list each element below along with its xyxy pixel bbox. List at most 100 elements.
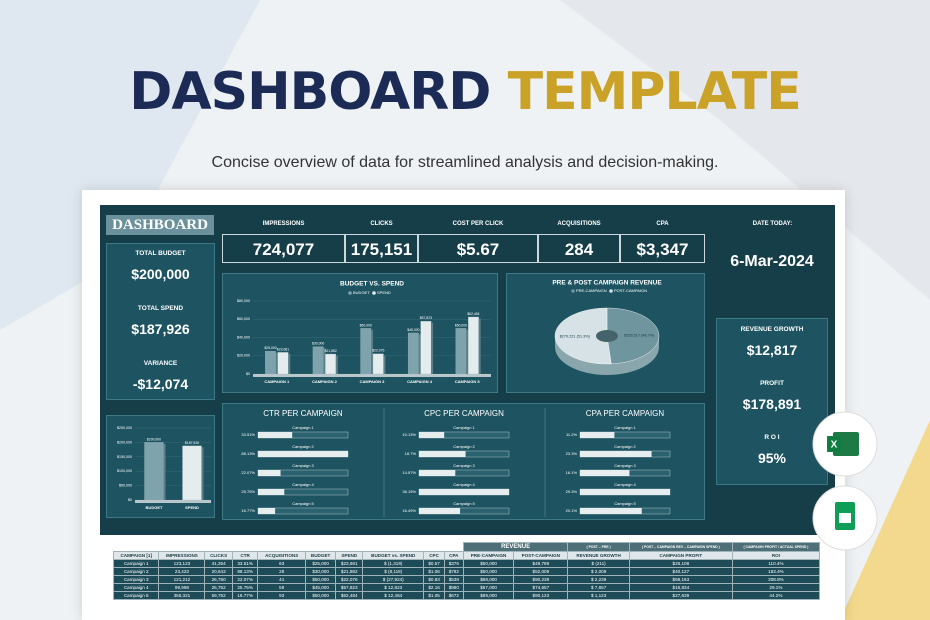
value-label: 20.1% <box>566 508 578 513</box>
table-cell: $ (27,924) <box>362 575 425 584</box>
table-cell: Campaign 5 <box>112 591 160 600</box>
value-label: $21,882 <box>325 349 337 353</box>
table-cell: 123,123 <box>158 559 206 568</box>
category-label: Campaign 1 <box>453 425 475 430</box>
table-cell: 308.8% <box>731 575 821 584</box>
table-cell: 28 <box>257 567 306 576</box>
y-tick-label: $250,000 <box>117 426 132 430</box>
table-cell: 183.4% <box>731 567 821 576</box>
kpi-label: ACQUISITIONS <box>557 221 601 227</box>
column-header: SPEND <box>335 551 364 560</box>
kpi-value: 724,077 <box>222 234 345 263</box>
column-header: IMPRESSIONS <box>158 551 206 560</box>
table-row: Campaign 5 356,321 59,752 16.77% 93 $50,000 $6… <box>112 591 821 600</box>
table-cell: $ (8,118) <box>362 567 425 576</box>
table-cell: 26,750 <box>204 575 233 584</box>
table-cell: Campaign 4 <box>112 583 160 592</box>
table-cell: $25,000 <box>304 559 337 568</box>
table-cell: $0.57 <box>423 559 445 568</box>
table-cell: $ (1,319) <box>362 559 425 568</box>
x-tick-label: SPEND <box>185 505 199 510</box>
table-cell: $16,834 <box>628 583 733 592</box>
category-label: Campaign 4 <box>292 482 314 487</box>
column-header: PRE-CAMPAIGN <box>462 551 515 560</box>
table-cell: $67,000 <box>462 583 515 592</box>
value-label: 16.49% <box>402 508 416 513</box>
y-tick-label: $0 <box>128 498 132 502</box>
value-label: $200,000 <box>147 437 161 441</box>
bar-side <box>431 322 434 374</box>
y-tick-label: $150,000 <box>117 455 132 459</box>
bar <box>580 489 670 495</box>
bar <box>419 432 445 438</box>
value-label: $50,000 <box>455 323 467 327</box>
sheets-icon <box>839 513 851 523</box>
bar-side <box>418 334 421 374</box>
pie-slice <box>554 307 612 365</box>
column-header: REVENUE GROWTH <box>567 551 630 560</box>
table-cell: $ 12,484 <box>362 591 425 600</box>
bar <box>277 352 289 375</box>
chart-title: CPA PER CAMPAIGN <box>586 409 665 418</box>
table-cell: $782 <box>443 567 464 576</box>
chart-title: CPC PER CAMPAIGN <box>424 409 504 418</box>
stat-value: 95% <box>757 450 787 466</box>
legend-marker <box>571 289 575 293</box>
bar <box>258 451 348 457</box>
data-table: REVENUE( POST – PRE )( POST – CAMPAIGN R… <box>112 542 821 600</box>
stat-value: $187,926 <box>131 321 190 337</box>
chart-title: PRE & POST CAMPAIGN REVENUE <box>552 280 662 287</box>
title-b: TEMPLATE <box>507 62 802 122</box>
value-label: $30,000 <box>312 342 324 346</box>
table-cell: $50,000 <box>304 575 337 584</box>
bar-side <box>163 443 166 500</box>
value-label: 33.51% <box>241 432 255 437</box>
value-label: $23,681 <box>277 347 289 351</box>
category-label: Campaign 2 <box>292 444 314 449</box>
stat-value: $12,817 <box>746 342 798 358</box>
category-label: Campaign 5 <box>292 501 314 506</box>
table-cell: $ 2,239 <box>567 575 630 584</box>
table-cell: $88,000 <box>462 575 515 584</box>
y-tick-label: $40,000 <box>237 335 250 339</box>
bar-side <box>288 353 291 374</box>
table-cell: $27,639 <box>628 591 733 600</box>
table-cell: 93 <box>257 591 306 600</box>
table-cell: $672 <box>443 591 464 600</box>
stat-value: $200,000 <box>131 266 190 282</box>
y-tick-label: $0 <box>246 372 250 376</box>
date-value: 6-Mar-2024 <box>730 253 814 270</box>
value-label: $256,517 (48.7%) <box>624 334 655 338</box>
chart-title: CTR PER CAMPAIGN <box>263 409 343 418</box>
title: DASHBOARD TEMPLATE <box>0 62 930 122</box>
table-row: Campaign 3 121,212 26,750 22.07% 41 $50,000 $2… <box>112 575 821 584</box>
value-label: $22,076 <box>372 349 384 353</box>
table-cell: $45,000 <box>304 583 337 592</box>
table-cell: Campaign 2 <box>112 567 160 576</box>
table-cell: $40,127 <box>628 567 733 576</box>
table-cell: $50,000 <box>462 559 515 568</box>
bar-side <box>275 352 278 374</box>
table-cell: $1.06 <box>423 567 445 576</box>
x-tick-label: CAMPAIGN 1 <box>264 379 290 384</box>
bar <box>419 451 466 457</box>
table-cell: $49,789 <box>513 559 569 568</box>
bar <box>265 351 276 375</box>
table-cell: $0.83 <box>423 575 445 584</box>
budget-chart: $0 $20,000 $40,000 $60,000 $80,000 CAMPAIGN 1… <box>222 273 498 393</box>
category-label: Campaign 5 <box>614 501 636 506</box>
value-label: 36.15% <box>402 489 416 494</box>
kpi-label: CLICKS <box>370 221 393 227</box>
category-label: Campaign 2 <box>453 444 475 449</box>
table-row: Campaign 1 123,123 41,254 33.51% 63 $25,000 $2… <box>112 559 821 568</box>
x-tick-label: CAMPAIGN 4 <box>407 379 433 384</box>
bar-side <box>335 355 338 374</box>
table-cell: $ 12,823 <box>362 583 425 592</box>
stat-value: -$12,074 <box>132 376 189 392</box>
kpi-strip: IMPRESSIONS 724,077 CLICKS 175,151 COST PER … <box>222 215 705 263</box>
value-label: $270,221 (51.3%) <box>560 334 591 338</box>
x-tick-label: BUDGET <box>146 505 163 510</box>
stat-value: $178,891 <box>742 396 802 412</box>
table-body: Campaign 1 123,123 41,254 33.51% 63 $25,000 $2… <box>112 559 821 600</box>
note-header: ( POST – PRE ) <box>567 542 630 552</box>
